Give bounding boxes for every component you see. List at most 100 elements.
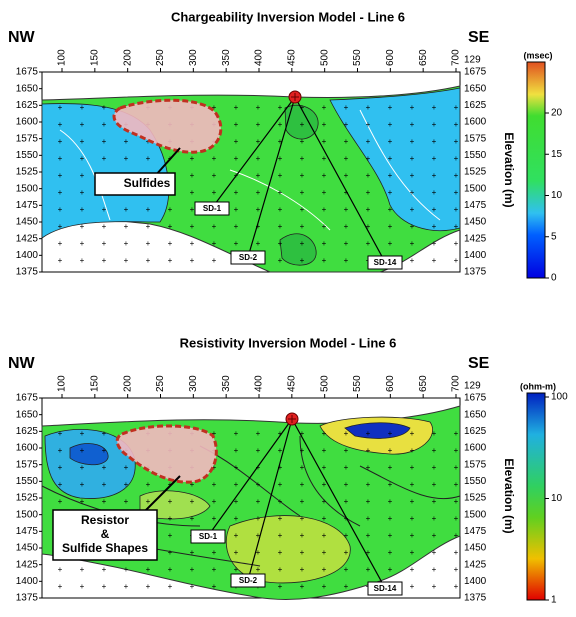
x-tick-label: 150 bbox=[89, 375, 100, 392]
grid-cross: + bbox=[454, 565, 459, 574]
grid-cross: + bbox=[366, 446, 371, 455]
grid-cross: + bbox=[344, 120, 349, 129]
y-tick-label: 1575 bbox=[16, 133, 39, 144]
grid-cross: + bbox=[234, 205, 239, 214]
grid-cross: + bbox=[388, 463, 393, 472]
sulfide-zone bbox=[115, 424, 218, 484]
grid-cross: + bbox=[124, 480, 129, 489]
y-tick-label-right: 1400 bbox=[464, 250, 487, 261]
grid-cross: + bbox=[432, 514, 437, 523]
grid-cross: + bbox=[344, 429, 349, 438]
grid-cross: + bbox=[234, 497, 239, 506]
grid-cross: + bbox=[256, 463, 261, 472]
grid-cross: + bbox=[102, 120, 107, 129]
y-tick-label-right: 1500 bbox=[464, 509, 487, 520]
grid-cross: + bbox=[124, 222, 129, 231]
grid-cross: + bbox=[190, 171, 195, 180]
grid-cross: + bbox=[300, 565, 305, 574]
colorbar-tick-label: 1 bbox=[551, 595, 557, 606]
x-tick-label: 650 bbox=[418, 375, 429, 392]
grid-cross: + bbox=[454, 120, 459, 129]
grid-cross: + bbox=[432, 565, 437, 574]
grid-cross: + bbox=[300, 429, 305, 438]
grid-cross: + bbox=[344, 497, 349, 506]
grid-cross: + bbox=[344, 548, 349, 557]
grid-cross: + bbox=[388, 171, 393, 180]
grid-cross: + bbox=[124, 565, 129, 574]
grid-cross: + bbox=[278, 582, 283, 591]
y-tick-label-right: 1375 bbox=[464, 593, 487, 604]
x-tick-label: 600 bbox=[385, 375, 396, 392]
grid-cross: + bbox=[322, 205, 327, 214]
grid-cross: + bbox=[366, 171, 371, 180]
grid-cross: + bbox=[344, 239, 349, 248]
panel: Chargeability Inversion Model - Line 6 NW… bbox=[8, 9, 563, 283]
grid-cross: + bbox=[278, 446, 283, 455]
grid-cross: + bbox=[124, 154, 129, 163]
y-tick-label: 1575 bbox=[16, 459, 39, 470]
grid-cross: + bbox=[410, 548, 415, 557]
grid-cross: + bbox=[58, 497, 63, 506]
grid-cross: + bbox=[300, 171, 305, 180]
y-axis-label: Elevation (m) bbox=[502, 458, 516, 533]
grid-cross: + bbox=[454, 582, 459, 591]
drill-trace bbox=[211, 96, 296, 209]
colorbar bbox=[526, 392, 546, 601]
x-tick-label: 400 bbox=[254, 49, 265, 66]
grid-cross: + bbox=[432, 120, 437, 129]
grid-cross: + bbox=[366, 480, 371, 489]
grid-cross: + bbox=[102, 256, 107, 265]
y-tick-label: 1450 bbox=[16, 543, 39, 554]
grid-cross: + bbox=[168, 222, 173, 231]
grid-cross: + bbox=[454, 256, 459, 265]
x-tick-label: 500 bbox=[319, 49, 330, 66]
y-tick-label-right: 1475 bbox=[464, 200, 487, 211]
callout-arrow bbox=[144, 475, 181, 512]
grid-cross: + bbox=[388, 120, 393, 129]
x-tick-label: 350 bbox=[221, 49, 232, 66]
contour bbox=[59, 129, 111, 221]
y-tick-label: 1475 bbox=[16, 200, 39, 211]
grid-cross: + bbox=[80, 429, 85, 438]
grid-cross: + bbox=[234, 120, 239, 129]
grid-cross: + bbox=[58, 154, 63, 163]
grid-cross: + bbox=[432, 480, 437, 489]
grid-cross: + bbox=[322, 497, 327, 506]
x-tick-label: 400 bbox=[254, 375, 265, 392]
grid-cross: + bbox=[410, 205, 415, 214]
grid-cross: + bbox=[410, 531, 415, 540]
y-tick-label-right: 1575 bbox=[464, 459, 487, 470]
grid-cross: + bbox=[234, 480, 239, 489]
grid-cross: + bbox=[80, 480, 85, 489]
grid-cross: + bbox=[344, 154, 349, 163]
grid-cross: + bbox=[80, 497, 85, 506]
grid-cross: + bbox=[256, 429, 261, 438]
y-tick-label-right: 1425 bbox=[464, 559, 487, 570]
anomaly bbox=[225, 515, 351, 584]
drill-cross bbox=[291, 93, 299, 101]
grid-cross: + bbox=[212, 463, 217, 472]
grid-cross: + bbox=[58, 120, 63, 129]
grid-cross: + bbox=[102, 103, 107, 112]
grid-cross: + bbox=[80, 103, 85, 112]
grid-cross: + bbox=[366, 137, 371, 146]
grid-cross: + bbox=[366, 103, 371, 112]
grid-cross: + bbox=[146, 565, 151, 574]
grid-cross: + bbox=[410, 137, 415, 146]
y-tick-label: 1600 bbox=[16, 443, 39, 454]
grid-cross: + bbox=[300, 497, 305, 506]
grid-cross: + bbox=[278, 565, 283, 574]
grid-cross: + bbox=[146, 582, 151, 591]
grid-cross: + bbox=[234, 446, 239, 455]
grid-cross: + bbox=[344, 137, 349, 146]
grid-cross: + bbox=[410, 239, 415, 248]
grid-cross: + bbox=[410, 171, 415, 180]
grid-cross: + bbox=[322, 256, 327, 265]
grid-cross: + bbox=[454, 239, 459, 248]
grid-cross: + bbox=[102, 497, 107, 506]
x-tick-label: 700 bbox=[451, 375, 462, 392]
colorbar-tick-label: 10 bbox=[551, 493, 563, 504]
grid-cross: + bbox=[80, 205, 85, 214]
grid-cross: + bbox=[80, 446, 85, 455]
drill-cross bbox=[288, 415, 296, 423]
